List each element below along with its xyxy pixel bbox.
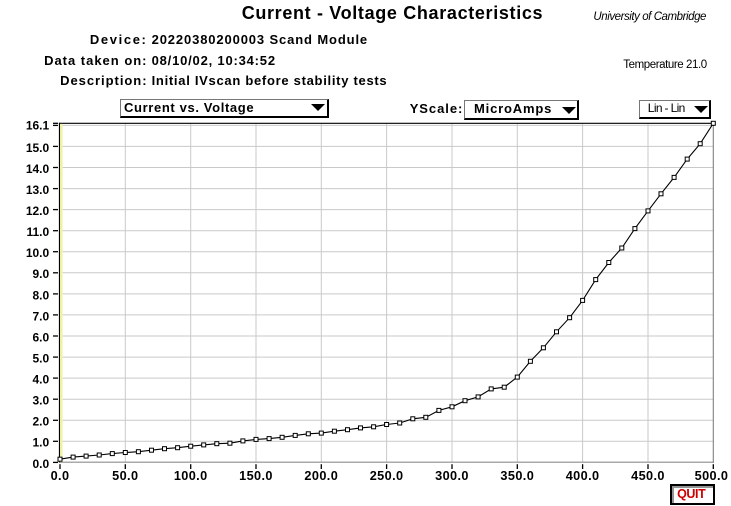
svg-text:250.0: 250.0 (370, 469, 404, 483)
svg-text:8.0: 8.0 (33, 288, 50, 302)
svg-text:300.0: 300.0 (435, 469, 469, 483)
svg-text:200.0: 200.0 (304, 469, 338, 483)
svg-text:13.0: 13.0 (26, 183, 50, 197)
svg-text:10.0: 10.0 (26, 246, 50, 260)
svg-text:450.0: 450.0 (631, 469, 665, 483)
svg-text:9.0: 9.0 (33, 267, 50, 281)
svg-text:7.0: 7.0 (33, 309, 50, 323)
svg-text:14.0: 14.0 (26, 162, 50, 176)
svg-text:2.0: 2.0 (33, 415, 50, 429)
svg-text:5.0: 5.0 (33, 352, 50, 366)
svg-text:0.0: 0.0 (51, 469, 70, 483)
svg-text:12.0: 12.0 (26, 204, 50, 218)
svg-text:500.0: 500.0 (695, 469, 729, 483)
svg-text:100.0: 100.0 (174, 469, 208, 483)
svg-text:4.0: 4.0 (33, 373, 50, 387)
svg-text:400.0: 400.0 (566, 469, 600, 483)
svg-text:50.0: 50.0 (112, 469, 138, 483)
svg-text:16.1: 16.1 (26, 118, 50, 132)
svg-text:150.0: 150.0 (239, 469, 273, 483)
svg-text:15.0: 15.0 (26, 141, 50, 155)
svg-text:11.0: 11.0 (26, 225, 49, 239)
svg-text:350.0: 350.0 (500, 469, 534, 483)
svg-text:1.0: 1.0 (33, 436, 50, 450)
svg-text:0.0: 0.0 (33, 457, 50, 471)
svg-text:6.0: 6.0 (33, 330, 50, 344)
svg-text:3.0: 3.0 (33, 394, 50, 408)
